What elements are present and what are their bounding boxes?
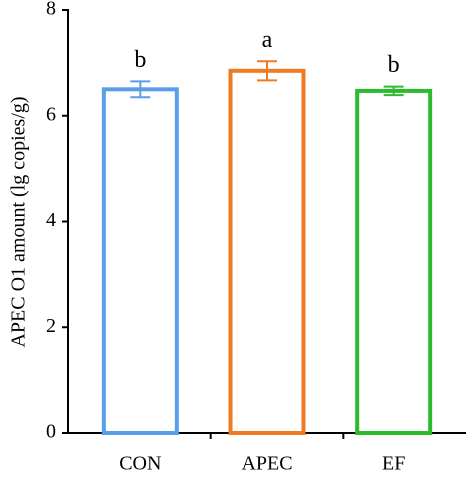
bar: [228, 68, 306, 436]
y-tick-label: 0: [46, 421, 56, 443]
x-tick-label: CON: [119, 453, 161, 475]
significance-label: b: [134, 47, 146, 73]
error-bar: [130, 80, 151, 99]
y-tick-label: 6: [46, 103, 56, 125]
significance-label: b: [388, 52, 400, 78]
y-axis-label: APEC O1 amount (lg copies/g): [8, 96, 30, 347]
bar: [101, 87, 179, 435]
error-bar: [383, 85, 404, 97]
y-tick-label: 4: [46, 209, 56, 231]
y-tick-label: 8: [46, 0, 56, 20]
error-bar: [257, 60, 277, 82]
y-tick-label: 2: [46, 315, 56, 337]
bar: [355, 88, 433, 436]
significance-label: a: [262, 27, 273, 53]
x-tick-label: APEC: [241, 453, 292, 475]
x-tick-label: EF: [382, 453, 405, 475]
